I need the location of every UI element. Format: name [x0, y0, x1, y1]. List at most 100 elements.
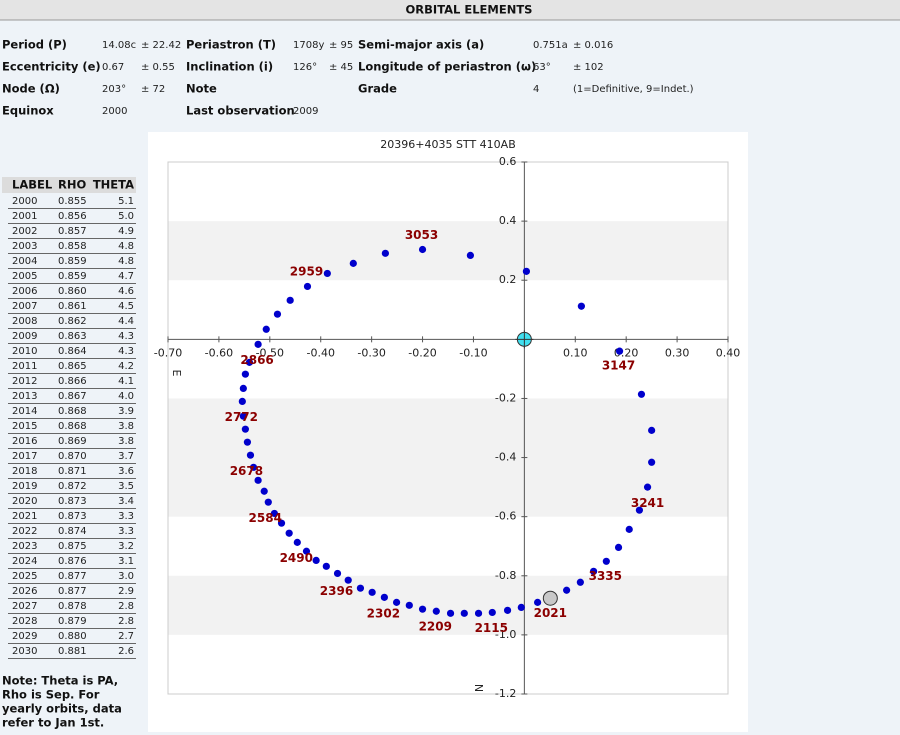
table-cell: 2019 — [12, 481, 37, 492]
orbit-annotation: 2584 — [249, 511, 282, 525]
table-cell: 0.860 — [58, 286, 87, 297]
orbit-point — [648, 427, 655, 434]
table-cell: 2020 — [12, 496, 37, 507]
table-cell: 0.861 — [58, 301, 87, 312]
orbit-annotation: 2396 — [320, 584, 353, 598]
table-note: Rho is Sep. For — [2, 688, 100, 702]
orbit-point — [644, 484, 651, 491]
orbit-point — [242, 371, 249, 378]
table-cell: 4.4 — [118, 316, 134, 327]
orbit-point — [603, 558, 610, 565]
element-value: 0.67 — [102, 62, 124, 73]
orbit-point — [240, 385, 247, 392]
table-cell: 2.8 — [118, 616, 134, 627]
table-cell: 0.876 — [58, 556, 87, 567]
orbit-annotation: 2021 — [534, 606, 567, 620]
table-cell: 2004 — [12, 256, 37, 267]
orbit-point — [615, 544, 622, 551]
table-cell: 3.5 — [118, 481, 134, 492]
orbit-point — [638, 391, 645, 398]
element-label: Node (Ω) — [2, 82, 60, 96]
orbit-annotation: 3335 — [589, 569, 622, 583]
orbit-annotation: 2302 — [367, 607, 400, 621]
element-label: Eccentricity (e) — [2, 60, 101, 74]
table-cell: 0.873 — [58, 511, 87, 522]
table-cell: 2014 — [12, 406, 37, 417]
table-cell: 2025 — [12, 571, 37, 582]
table-cell: 2.7 — [118, 631, 134, 642]
orbit-annotation: 2866 — [240, 353, 273, 367]
orbit-point — [313, 557, 320, 564]
x-tick-label: -0.70 — [154, 346, 182, 359]
table-cell: 0.872 — [58, 481, 87, 492]
table-cell: 0.877 — [58, 586, 87, 597]
orbit-point — [350, 260, 357, 267]
orbit-point — [247, 452, 254, 459]
table-cell: 3.0 — [118, 571, 134, 582]
y-tick-label: 0.6 — [499, 155, 517, 168]
table-cell: 2029 — [12, 631, 37, 642]
table-cell: 0.858 — [58, 241, 87, 252]
table-cell: 0.856 — [58, 211, 87, 222]
y-axis-label: N — [472, 684, 485, 692]
x-tick-label: -0.20 — [408, 346, 436, 359]
orbit-point — [616, 348, 623, 355]
orbit-point — [475, 610, 482, 617]
x-tick-label: -0.30 — [357, 346, 385, 359]
table-note: Note: Theta is PA, — [2, 674, 118, 688]
table-cell: 0.879 — [58, 616, 87, 627]
orbit-point — [357, 585, 364, 592]
orbit-point — [324, 270, 331, 277]
x-axis-label: E — [170, 370, 183, 377]
table-cell: 2000 — [12, 196, 37, 207]
table-cell: 3.7 — [118, 451, 134, 462]
table-cell: 0.875 — [58, 541, 87, 552]
table-cell: 0.864 — [58, 346, 87, 357]
x-tick-label: -0.40 — [306, 346, 334, 359]
y-tick-label: -1.2 — [495, 687, 516, 700]
element-error: ± 22.42 — [141, 40, 181, 51]
element-value: 126° — [293, 62, 317, 73]
orbit-point — [239, 398, 246, 405]
chart-title: 20396+4035 STT 410AB — [380, 138, 516, 151]
table-cell: 0.867 — [58, 391, 87, 402]
table-cell: 4.5 — [118, 301, 134, 312]
orbit-point — [244, 439, 251, 446]
element-label: Grade — [358, 82, 397, 96]
orbit-point — [433, 608, 440, 615]
orbit-point — [419, 606, 426, 613]
orbit-point — [265, 499, 272, 506]
orbit-point — [255, 341, 262, 348]
table-cell: 2009 — [12, 331, 37, 342]
table-cell: 3.6 — [118, 466, 134, 477]
table-cell: 5.1 — [118, 196, 134, 207]
x-tick-label: 0.30 — [665, 346, 690, 359]
band — [168, 221, 728, 280]
element-error: (1=Definitive, 9=Indet.) — [573, 84, 694, 95]
table-cell: 2002 — [12, 226, 37, 237]
table-cell: 0.865 — [58, 361, 87, 372]
table-cell: 3.3 — [118, 511, 134, 522]
y-tick-label: -0.2 — [495, 391, 516, 404]
orbit-annotation: 2115 — [475, 621, 508, 635]
table-cell: 2.8 — [118, 601, 134, 612]
table-cell: 3.9 — [118, 406, 134, 417]
table-header: RHO — [58, 178, 86, 192]
table-cell: 2030 — [12, 646, 37, 657]
table-cell: 0.859 — [58, 256, 87, 267]
table-cell: 4.2 — [118, 361, 134, 372]
orbit-annotation: 3241 — [631, 496, 664, 510]
element-label: Periastron (T) — [186, 38, 276, 52]
table-cell: 0.873 — [58, 496, 87, 507]
table-cell: 2021 — [12, 511, 37, 522]
element-value: 2009 — [293, 106, 318, 117]
orbit-point — [577, 579, 584, 586]
element-error: ± 0.55 — [141, 62, 175, 73]
orbit-point — [626, 526, 633, 533]
orbit-point — [263, 326, 270, 333]
table-cell: 2027 — [12, 601, 37, 612]
table-cell: 2017 — [12, 451, 37, 462]
table-cell: 0.868 — [58, 421, 87, 432]
y-tick-label: -0.6 — [495, 510, 516, 523]
table-cell: 5.0 — [118, 211, 134, 222]
